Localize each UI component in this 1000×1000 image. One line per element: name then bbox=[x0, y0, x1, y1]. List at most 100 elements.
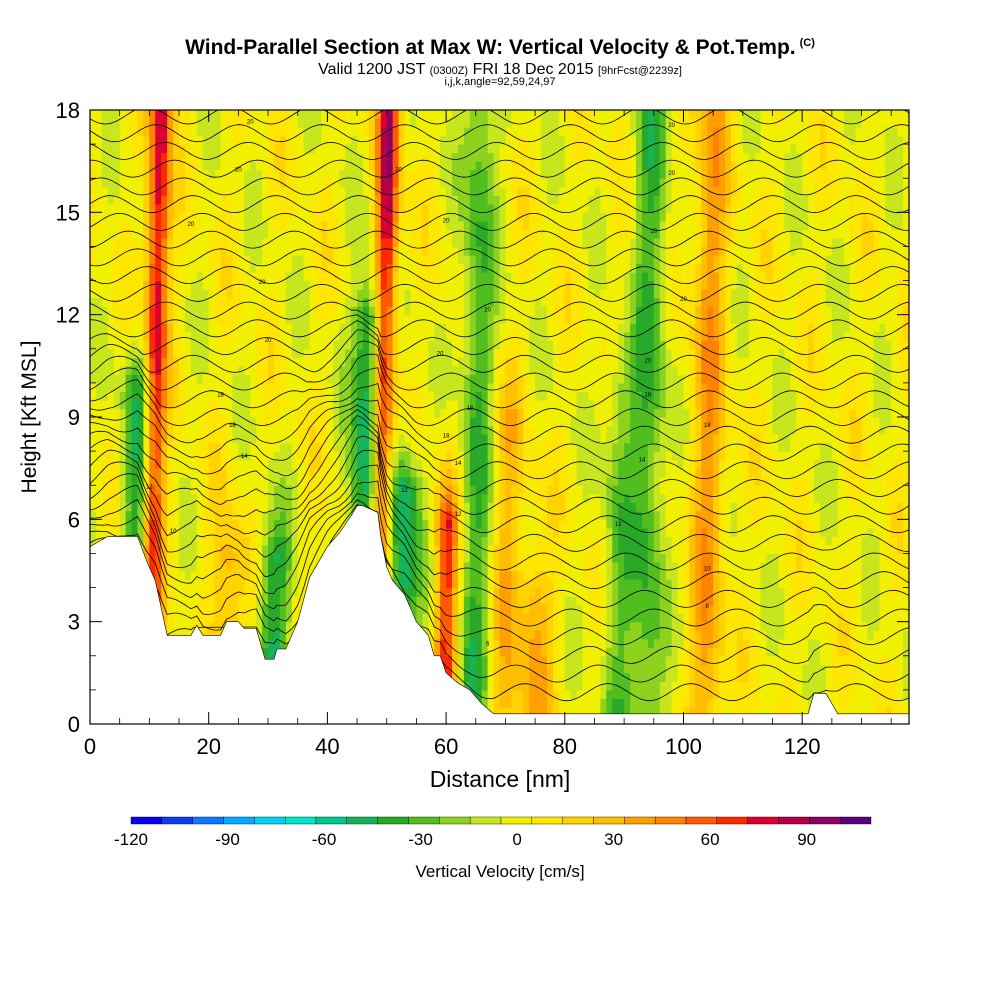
velocity-cell bbox=[357, 220, 364, 230]
velocity-cell bbox=[161, 323, 168, 333]
velocity-cell bbox=[173, 382, 180, 393]
velocity-cell bbox=[457, 621, 465, 631]
velocity-cell bbox=[202, 391, 210, 401]
velocity-cell bbox=[333, 519, 340, 529]
velocity-cell bbox=[493, 561, 501, 572]
velocity-cell bbox=[190, 297, 198, 307]
velocity-cell bbox=[262, 254, 269, 265]
velocity-cell bbox=[155, 425, 162, 435]
velocity-cell bbox=[457, 476, 465, 486]
velocity-cell bbox=[268, 272, 275, 282]
velocity-cell bbox=[404, 340, 412, 350]
velocity-cell bbox=[398, 459, 406, 469]
velocity-cell bbox=[363, 434, 370, 444]
velocity-cell bbox=[463, 459, 471, 469]
velocity-cell bbox=[179, 203, 186, 213]
velocity-cell bbox=[262, 306, 269, 316]
velocity-cell bbox=[273, 579, 281, 589]
velocity-cell bbox=[499, 647, 507, 657]
velocity-cell bbox=[469, 570, 477, 580]
velocity-cell bbox=[487, 169, 495, 179]
velocity-cell bbox=[309, 229, 317, 239]
velocity-cell bbox=[113, 425, 121, 435]
velocity-cell bbox=[107, 246, 115, 256]
velocity-cell bbox=[363, 254, 370, 265]
velocity-cell bbox=[422, 195, 429, 205]
velocity-cell bbox=[392, 570, 400, 580]
velocity-cell bbox=[422, 485, 429, 495]
velocity-cell bbox=[481, 348, 489, 358]
velocity-cell bbox=[179, 254, 186, 265]
velocity-cell bbox=[392, 502, 400, 512]
velocity-cell bbox=[268, 451, 275, 461]
velocity-cell bbox=[315, 127, 323, 137]
velocity-cell bbox=[262, 169, 269, 179]
velocity-cell bbox=[161, 229, 168, 239]
velocity-cell bbox=[220, 152, 228, 162]
velocity-cell bbox=[428, 493, 435, 503]
velocity-cell bbox=[428, 306, 435, 316]
velocity-cell bbox=[232, 340, 239, 350]
velocity-cell bbox=[368, 306, 376, 316]
velocity-cell bbox=[173, 417, 180, 427]
velocity-cell bbox=[238, 536, 245, 546]
velocity-cell bbox=[374, 161, 382, 171]
velocity-cell bbox=[291, 246, 299, 256]
velocity-cell bbox=[161, 570, 168, 580]
velocity-cell bbox=[463, 502, 471, 512]
velocity-cell bbox=[499, 672, 507, 682]
velocity-cell bbox=[143, 442, 150, 452]
velocity-cell bbox=[149, 536, 156, 546]
velocity-cell bbox=[262, 544, 269, 555]
velocity-cell bbox=[285, 246, 293, 256]
velocity-cell bbox=[226, 502, 234, 512]
velocity-cell bbox=[285, 331, 293, 341]
velocity-cell bbox=[143, 178, 150, 188]
velocity-cell bbox=[167, 587, 174, 597]
velocity-cell bbox=[125, 127, 133, 137]
velocity-cell bbox=[392, 169, 400, 179]
velocity-cell bbox=[392, 374, 400, 384]
velocity-cell bbox=[487, 476, 495, 486]
velocity-cell bbox=[487, 144, 495, 154]
velocity-cell bbox=[262, 161, 269, 171]
velocity-cell bbox=[309, 561, 317, 572]
velocity-cell bbox=[232, 579, 239, 589]
velocity-cell bbox=[440, 434, 447, 444]
velocity-cell bbox=[155, 152, 162, 162]
velocity-cell bbox=[268, 553, 275, 563]
velocity-cell bbox=[149, 203, 156, 213]
velocity-cell bbox=[90, 468, 97, 478]
velocity-cell bbox=[214, 527, 222, 537]
velocity-cell bbox=[238, 212, 245, 222]
velocity-cell bbox=[410, 135, 418, 145]
velocity-cell bbox=[363, 357, 370, 367]
velocity-cell bbox=[452, 306, 459, 316]
velocity-cell bbox=[173, 357, 180, 367]
velocity-cell bbox=[315, 382, 323, 393]
velocity-cell bbox=[493, 161, 501, 171]
velocity-cell bbox=[90, 118, 97, 128]
velocity-cell bbox=[469, 485, 477, 495]
velocity-cell bbox=[446, 536, 453, 546]
velocity-cell bbox=[434, 323, 441, 333]
velocity-cell bbox=[101, 476, 109, 486]
velocity-cell bbox=[262, 527, 269, 537]
velocity-cell bbox=[273, 596, 281, 606]
velocity-cell bbox=[469, 280, 477, 290]
velocity-cell bbox=[256, 485, 263, 495]
velocity-cell bbox=[481, 340, 489, 350]
velocity-cell bbox=[119, 178, 127, 188]
velocity-cell bbox=[475, 459, 483, 469]
velocity-cell bbox=[327, 110, 334, 120]
velocity-cell bbox=[315, 544, 323, 555]
velocity-cell bbox=[416, 425, 423, 435]
velocity-cell bbox=[137, 212, 145, 222]
velocity-cell bbox=[404, 289, 412, 299]
velocity-cell bbox=[374, 348, 382, 358]
velocity-cell bbox=[149, 357, 156, 367]
velocity-cell bbox=[190, 135, 198, 145]
velocity-cell bbox=[90, 314, 97, 324]
velocity-cell bbox=[357, 144, 364, 154]
velocity-cell bbox=[428, 596, 435, 606]
